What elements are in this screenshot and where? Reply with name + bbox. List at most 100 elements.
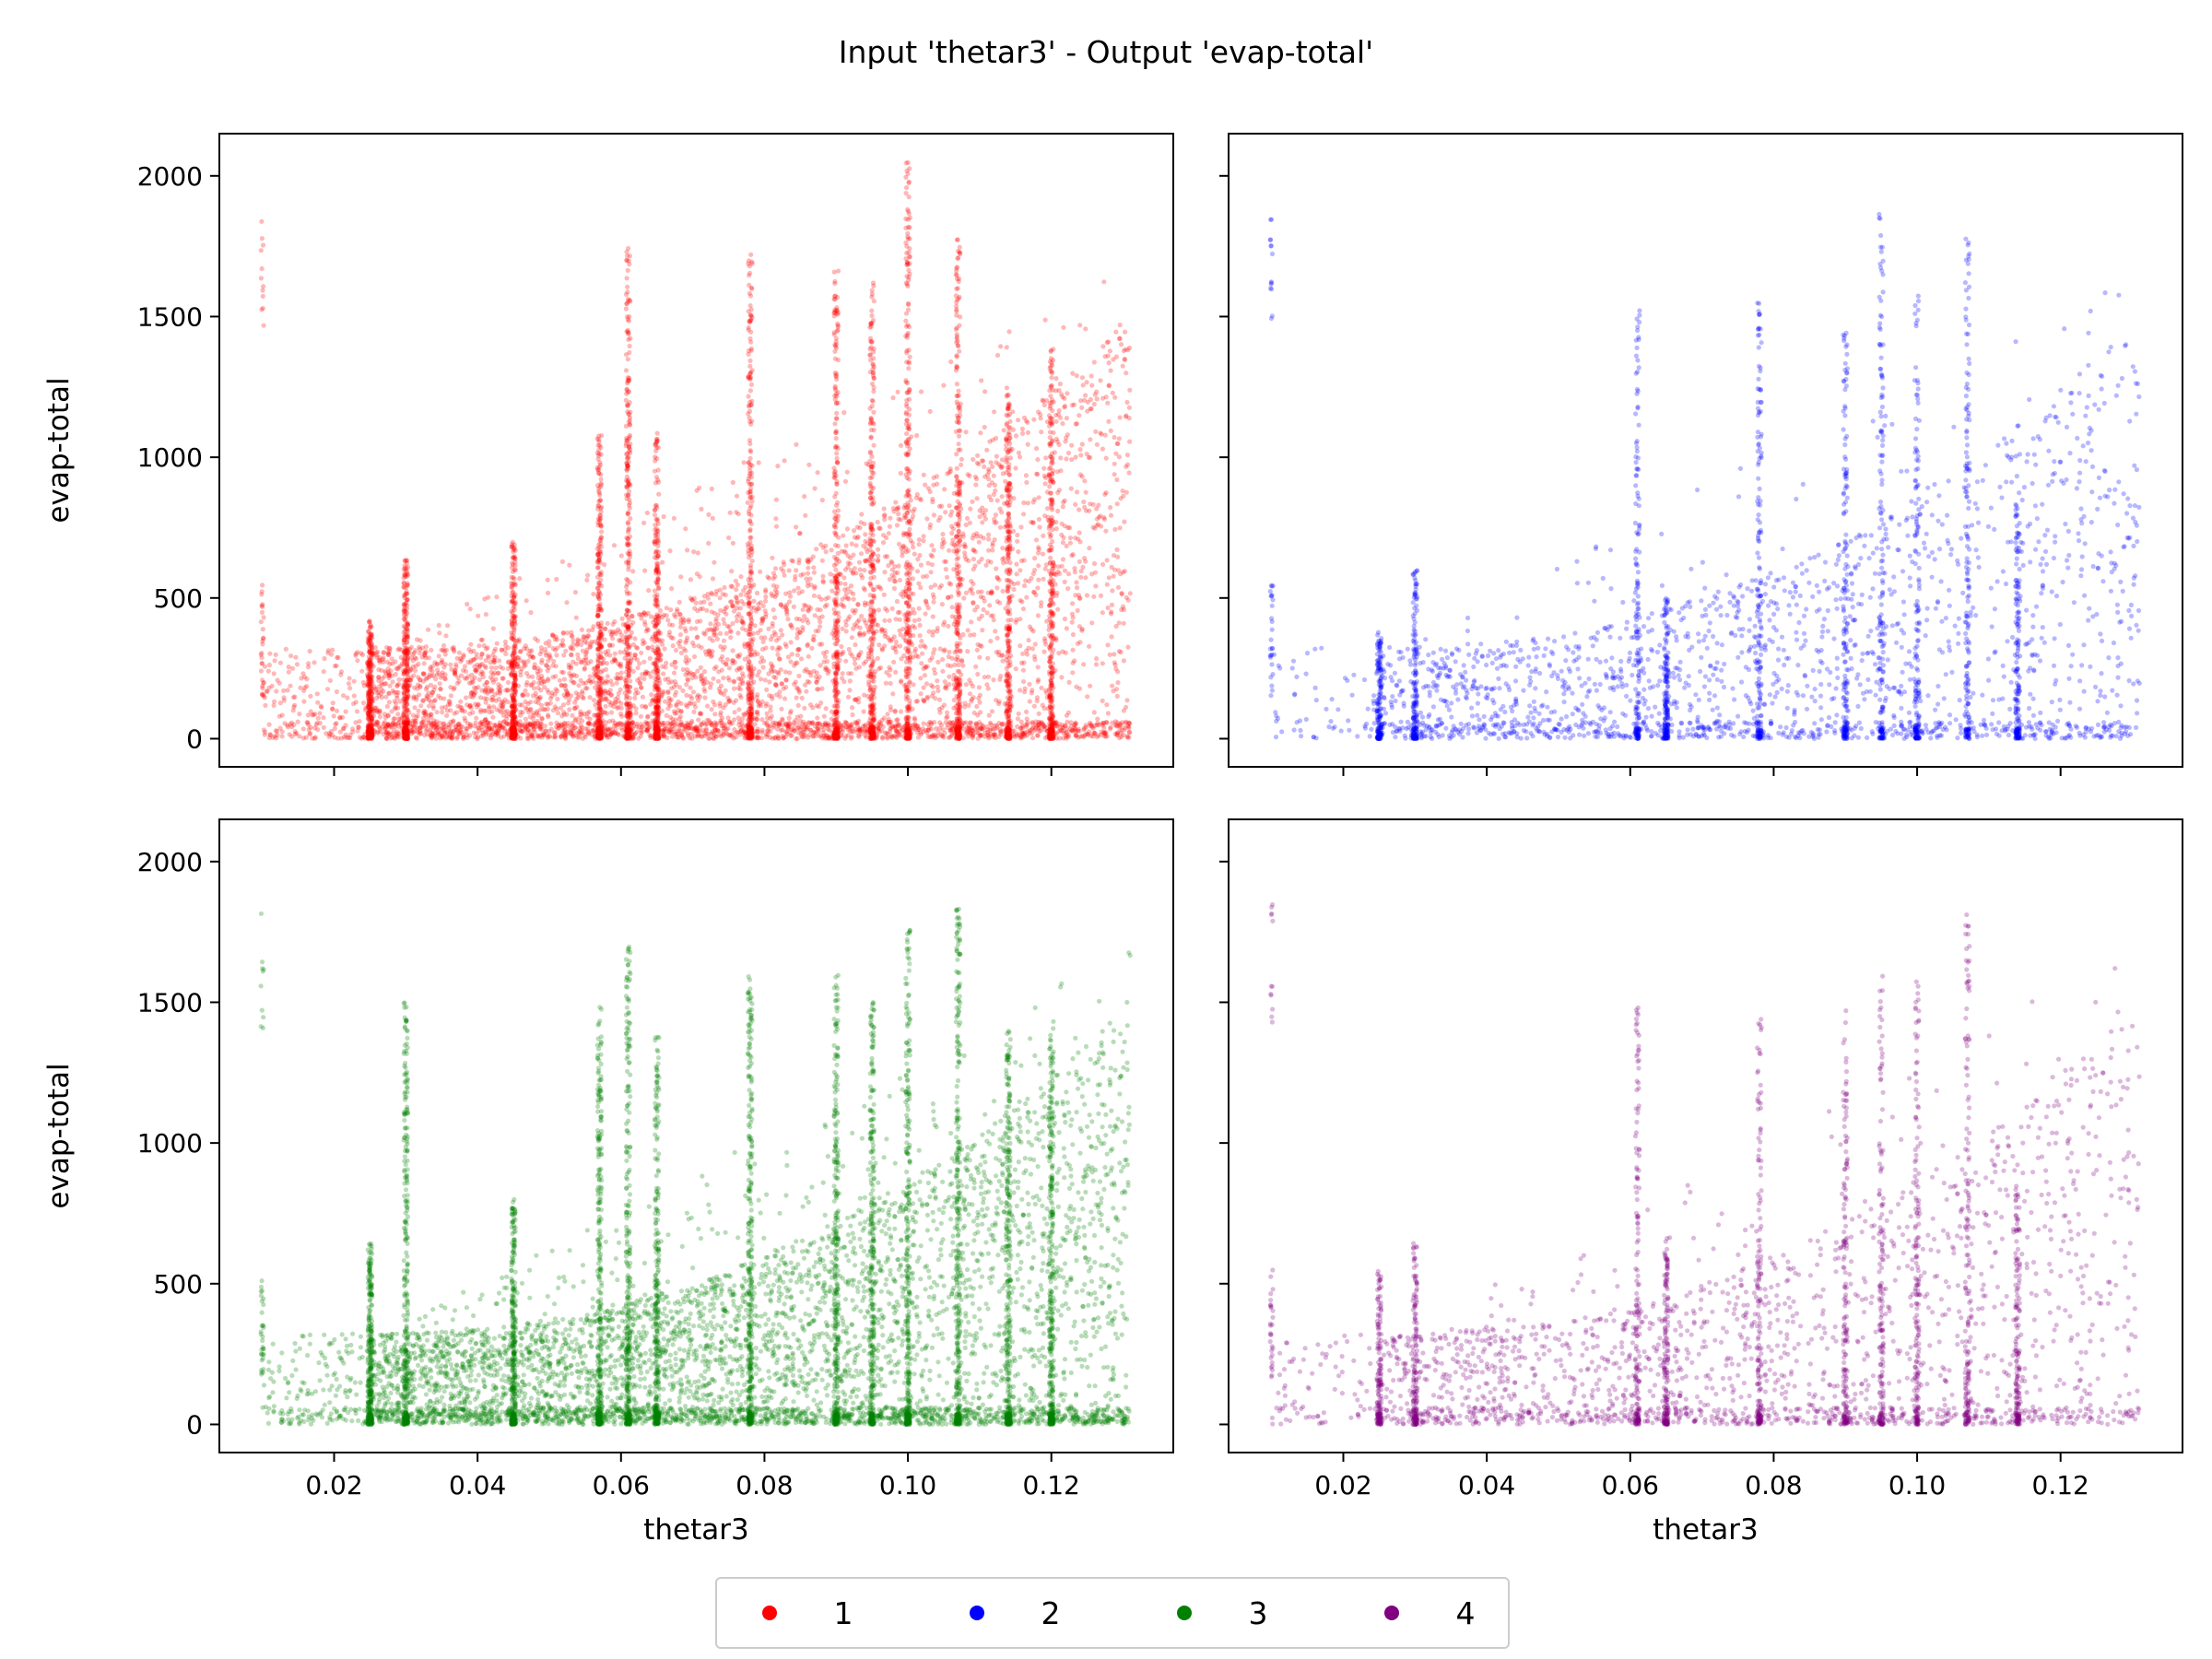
data-point xyxy=(852,697,858,702)
data-point xyxy=(1032,497,1038,502)
data-point xyxy=(843,543,849,548)
data-point xyxy=(377,654,382,661)
data-point xyxy=(1064,734,1069,739)
data-point xyxy=(473,735,478,740)
data-point xyxy=(819,686,825,691)
data-point xyxy=(772,615,778,620)
data-point xyxy=(531,735,536,741)
data-point xyxy=(829,547,834,553)
data-point xyxy=(665,720,671,725)
data-point xyxy=(524,692,531,698)
data-point xyxy=(691,643,697,649)
data-point xyxy=(1045,506,1051,512)
data-point xyxy=(794,524,799,530)
data-point xyxy=(300,726,306,732)
data-point xyxy=(1041,402,1047,408)
data-point xyxy=(359,668,365,674)
data-point xyxy=(724,662,729,667)
data-point xyxy=(1087,723,1092,728)
data-point xyxy=(1094,656,1100,662)
data-point xyxy=(875,519,880,525)
data-point xyxy=(848,724,853,729)
data-point xyxy=(1030,571,1036,577)
data-point xyxy=(746,631,751,637)
data-point xyxy=(771,607,776,613)
data-point xyxy=(503,688,509,693)
data-point xyxy=(394,682,400,688)
data-point xyxy=(1079,405,1085,410)
data-point xyxy=(629,614,635,619)
data-point xyxy=(1123,720,1128,725)
data-point xyxy=(429,664,435,669)
data-point xyxy=(871,733,877,738)
data-point xyxy=(576,720,582,725)
data-point xyxy=(948,359,954,365)
data-point xyxy=(802,723,808,728)
data-point xyxy=(889,560,895,566)
data-point xyxy=(1105,642,1111,648)
data-point xyxy=(911,606,916,612)
data-point xyxy=(410,724,416,729)
data-point xyxy=(484,679,489,686)
data-point xyxy=(717,703,723,709)
data-point xyxy=(943,510,948,515)
data-point xyxy=(614,680,619,686)
data-point xyxy=(1041,465,1047,471)
data-point xyxy=(973,482,979,488)
data-point xyxy=(682,618,688,623)
data-point xyxy=(566,724,571,729)
data-point xyxy=(804,688,809,694)
data-point xyxy=(827,734,832,740)
data-point xyxy=(1117,335,1123,342)
data-point xyxy=(724,657,730,663)
data-point xyxy=(615,722,620,728)
data-point xyxy=(1036,711,1041,717)
data-point xyxy=(969,731,974,736)
data-point xyxy=(334,688,339,695)
data-point xyxy=(844,526,851,532)
data-point xyxy=(1065,710,1071,715)
data-point xyxy=(1040,702,1045,708)
data-point xyxy=(394,689,399,695)
data-point xyxy=(1077,686,1082,691)
data-point xyxy=(966,724,971,729)
data-point xyxy=(848,583,854,589)
data-point xyxy=(384,735,390,742)
data-point xyxy=(666,701,672,707)
data-point xyxy=(675,731,680,737)
data-point xyxy=(1083,326,1088,332)
data-point xyxy=(641,612,646,618)
data-point xyxy=(802,494,807,500)
data-point xyxy=(856,559,863,565)
data-point xyxy=(1092,392,1098,397)
data-point xyxy=(1006,329,1012,335)
data-point xyxy=(842,567,849,572)
data-point xyxy=(543,641,548,646)
data-point xyxy=(619,616,625,621)
data-point xyxy=(885,554,890,559)
data-point xyxy=(1059,532,1065,537)
data-point xyxy=(932,647,937,653)
data-point xyxy=(479,669,485,675)
data-point xyxy=(640,694,646,700)
data-point xyxy=(888,707,894,712)
data-point xyxy=(1105,353,1111,359)
data-point xyxy=(729,583,735,590)
data-point xyxy=(376,693,382,699)
data-point xyxy=(357,719,362,724)
data-point xyxy=(1081,499,1087,505)
data-point xyxy=(523,699,528,705)
data-point xyxy=(718,710,724,715)
data-point xyxy=(986,483,992,488)
data-point xyxy=(1087,643,1092,649)
data-point xyxy=(970,535,975,541)
data-point xyxy=(607,726,613,732)
data-point xyxy=(562,733,568,738)
data-point xyxy=(1061,324,1066,330)
data-point xyxy=(994,352,1001,359)
data-point xyxy=(794,568,799,573)
data-point xyxy=(818,619,823,625)
data-point xyxy=(898,632,903,638)
data-point xyxy=(912,646,919,652)
data-point xyxy=(932,666,937,673)
